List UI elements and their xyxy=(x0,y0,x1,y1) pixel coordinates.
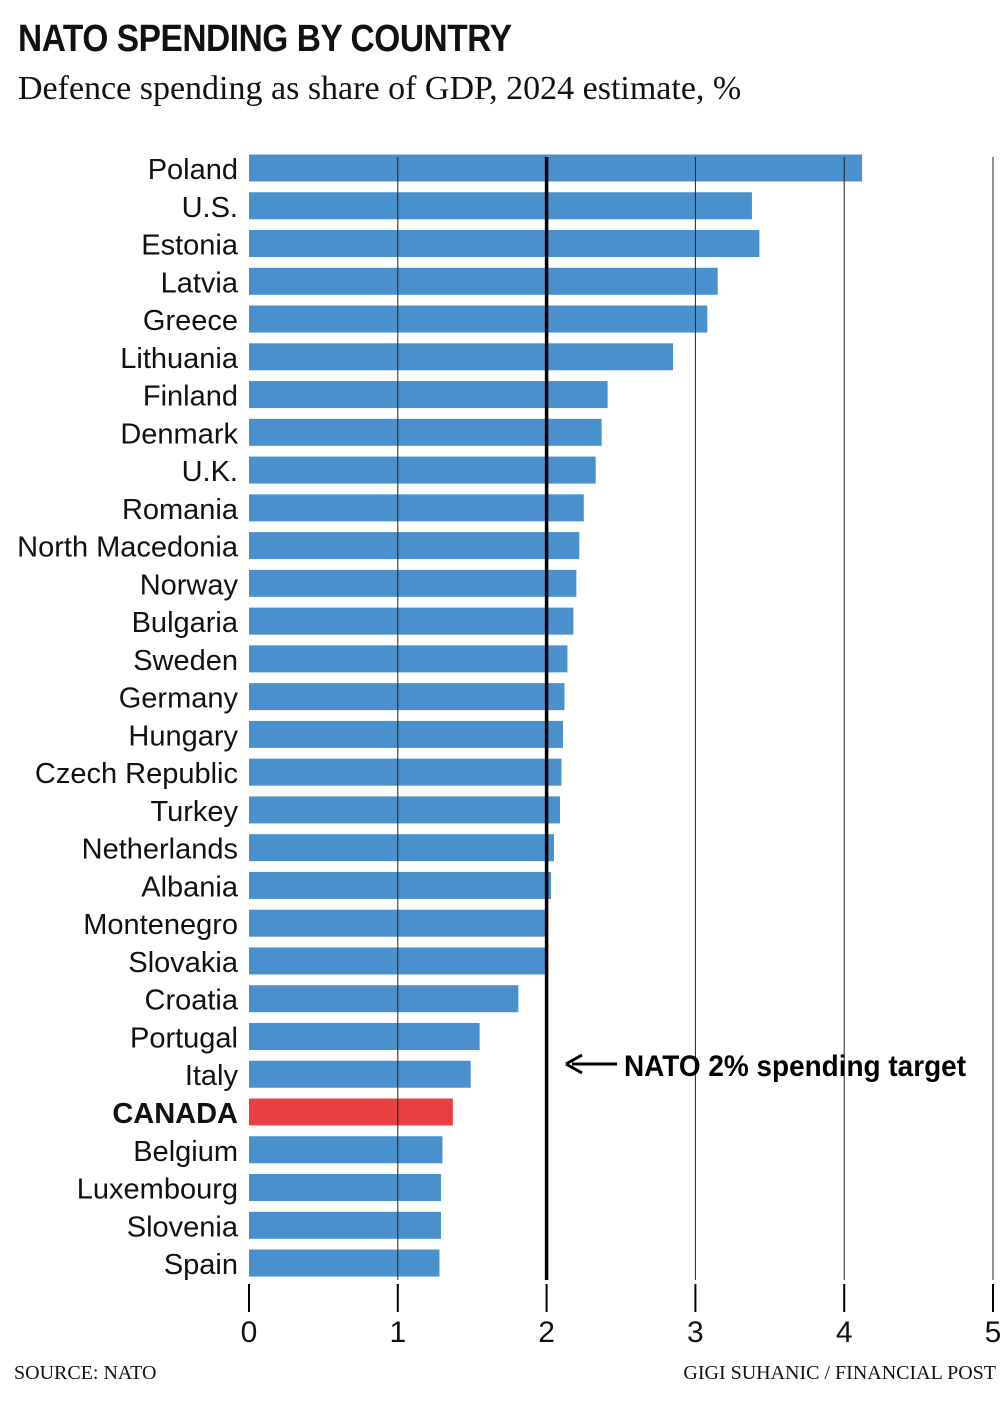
category-label: U.S. xyxy=(182,192,238,224)
category-label: Norway xyxy=(140,569,239,601)
annotation-arrow-head xyxy=(565,1053,583,1075)
x-tick-label: 5 xyxy=(985,1316,1000,1349)
category-label: Lithuania xyxy=(120,343,239,375)
bar-germany xyxy=(249,683,565,711)
x-tick-label: 1 xyxy=(389,1316,406,1349)
bar-u-s- xyxy=(249,192,752,220)
category-label: Hungary xyxy=(128,720,238,752)
bar-canada xyxy=(249,1098,453,1126)
bar-finland xyxy=(249,381,608,409)
credit-note: GIGI SUHANIC / FINANCIAL POST xyxy=(683,1362,996,1384)
x-tick-label: 3 xyxy=(687,1316,704,1349)
bar-romania xyxy=(249,494,584,522)
bar-sweden xyxy=(249,645,568,673)
category-label: Slovenia xyxy=(127,1211,239,1243)
category-label: Spain xyxy=(164,1249,238,1281)
bar-albania xyxy=(249,871,552,899)
category-label: North Macedonia xyxy=(17,532,239,564)
bar-hungary xyxy=(249,720,563,748)
bar-netherlands xyxy=(249,834,555,862)
category-label: Slovakia xyxy=(128,947,238,979)
category-label: Estonia xyxy=(141,230,239,262)
category-label: Montenegro xyxy=(83,909,238,941)
category-label: Luxembourg xyxy=(77,1174,238,1206)
category-label: Netherlands xyxy=(82,834,238,866)
category-label: Poland xyxy=(148,154,238,186)
category-label: Belgium xyxy=(133,1136,238,1168)
category-label: Germany xyxy=(119,683,239,715)
bar-bulgaria xyxy=(249,607,574,635)
category-label: Albania xyxy=(141,871,239,903)
chart-title: NATO SPENDING BY COUNTRY xyxy=(18,18,512,60)
bar-slovenia xyxy=(249,1211,441,1239)
source-note: SOURCE: NATO xyxy=(14,1362,157,1384)
bar-estonia xyxy=(249,230,760,258)
category-label: CANADA xyxy=(112,1098,238,1130)
category-label: Portugal xyxy=(130,1022,238,1054)
bar-belgium xyxy=(249,1136,443,1164)
bar-poland xyxy=(249,154,863,182)
category-label: Bulgaria xyxy=(132,607,239,639)
bar-latvia xyxy=(249,267,718,295)
bar-czech-republic xyxy=(249,758,562,786)
category-label: U.K. xyxy=(182,456,238,488)
bar-u-k- xyxy=(249,456,596,484)
target-annotation: NATO 2% spending target xyxy=(624,1050,966,1083)
category-label: Sweden xyxy=(133,645,238,677)
category-label: Finland xyxy=(143,381,238,413)
bar-italy xyxy=(249,1060,471,1088)
bar-croatia xyxy=(249,985,519,1013)
x-tick-label: 4 xyxy=(836,1316,853,1349)
bar-lithuania xyxy=(249,343,674,371)
x-tick-label: 2 xyxy=(538,1316,555,1349)
bar-spain xyxy=(249,1249,440,1277)
bar-portugal xyxy=(249,1022,480,1050)
category-label: Turkey xyxy=(150,796,238,828)
bar-north-macedonia xyxy=(249,532,580,560)
bar-denmark xyxy=(249,418,602,446)
bar-greece xyxy=(249,305,708,333)
bar-luxembourg xyxy=(249,1174,441,1202)
category-label: Greece xyxy=(143,305,238,337)
bar-norway xyxy=(249,569,577,597)
category-label: Croatia xyxy=(145,985,239,1017)
bar-turkey xyxy=(249,796,560,824)
category-label: Denmark xyxy=(120,418,238,450)
chart-subtitle: Defence spending as share of GDP, 2024 e… xyxy=(18,70,742,107)
category-label: Italy xyxy=(185,1060,239,1092)
category-label: Romania xyxy=(122,494,239,526)
x-tick-label: 0 xyxy=(241,1316,258,1349)
category-label: Latvia xyxy=(161,267,239,299)
category-label: Czech Republic xyxy=(35,758,238,790)
